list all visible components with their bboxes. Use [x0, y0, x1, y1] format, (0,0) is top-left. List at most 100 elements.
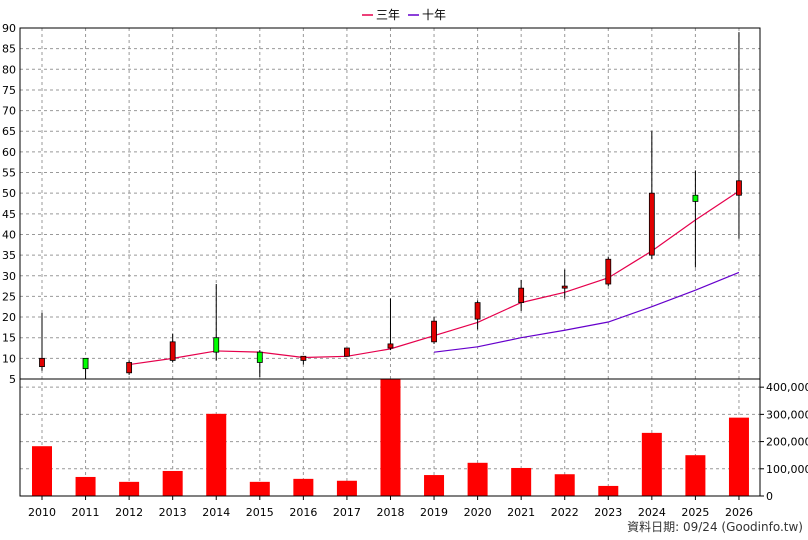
volume-bar	[685, 455, 706, 496]
volume-bar	[641, 432, 662, 496]
candle	[387, 298, 394, 351]
candle-body	[82, 357, 89, 370]
legend-label-3y: 三年	[376, 8, 400, 22]
x-tick-label: 2021	[507, 506, 535, 519]
price-tick-label: 75	[2, 84, 16, 97]
volume-bar	[380, 379, 401, 496]
volume-bar	[336, 480, 357, 496]
candle	[256, 350, 263, 377]
candle-body	[431, 320, 437, 343]
legend-label-10y: 十年	[422, 8, 446, 22]
price-tick-label: 35	[2, 249, 16, 262]
price-tick-label: 90	[2, 22, 16, 35]
volume-panel	[32, 379, 749, 496]
x-tick-label: 2018	[376, 506, 404, 519]
volume-bar	[206, 413, 227, 496]
candle-body	[169, 341, 176, 361]
candle	[213, 284, 220, 361]
candle-body	[300, 355, 307, 361]
candle-body	[126, 362, 133, 374]
x-tick-label: 2012	[115, 506, 143, 519]
candle-body	[256, 351, 263, 363]
candle-body	[344, 347, 350, 357]
volume-bar	[75, 476, 96, 496]
x-tick-label: 2020	[464, 506, 492, 519]
candle	[82, 357, 89, 379]
price-tick-label: 55	[2, 167, 16, 180]
x-tick-label: 2017	[333, 506, 361, 519]
x-tick-label: 2013	[159, 506, 187, 519]
x-tick-label: 2025	[681, 506, 709, 519]
price-tick-label: 25	[2, 290, 16, 303]
volume-bar	[467, 462, 488, 496]
candle-body	[387, 343, 394, 349]
candle	[169, 333, 176, 363]
price-tick-label: 40	[2, 228, 16, 241]
price-panel	[39, 32, 742, 379]
x-tick-label: 2010	[28, 506, 56, 519]
volume-bar	[119, 481, 140, 496]
volume-bar	[293, 478, 314, 496]
candle	[518, 279, 525, 311]
x-tick-label: 2026	[725, 506, 753, 519]
candle-body	[213, 337, 220, 353]
volume-bar	[511, 467, 532, 496]
price-tick-label: 65	[2, 125, 16, 138]
candle-body	[561, 285, 568, 289]
candle	[39, 312, 45, 371]
price-tick-label: 20	[2, 311, 16, 324]
x-tick-label: 2023	[594, 506, 622, 519]
price-tick-label: 30	[2, 270, 16, 283]
volume-bar	[249, 481, 270, 496]
volume-bar	[554, 474, 575, 496]
price-tick-label: 15	[2, 332, 16, 345]
candle	[300, 355, 307, 365]
price-tick-label: 60	[2, 146, 16, 159]
candle	[126, 360, 133, 375]
x-tick-label: 2022	[551, 506, 579, 519]
volume-bar	[598, 485, 619, 496]
candle	[431, 317, 437, 344]
candle	[605, 257, 612, 287]
candle	[344, 347, 350, 357]
ma-line	[433, 271, 740, 353]
x-tick-label: 2019	[420, 506, 448, 519]
volume-tick-label: 200,000	[766, 436, 808, 449]
candle-body	[692, 194, 699, 202]
candle	[474, 300, 481, 330]
volume-tick-label: 100,000	[766, 463, 808, 476]
x-tick-label: 2024	[638, 506, 666, 519]
volume-bar	[728, 417, 749, 496]
legend: 三年 十年	[362, 8, 446, 22]
candle-body	[605, 258, 612, 285]
candle-body	[736, 180, 742, 196]
volume-tick-label: 300,000	[766, 408, 808, 421]
price-tick-label: 45	[2, 208, 16, 221]
candle	[648, 131, 655, 260]
candle-body	[518, 287, 525, 304]
candle	[561, 269, 568, 299]
price-tick-label: 50	[2, 187, 16, 200]
x-tick-label: 2014	[202, 506, 230, 519]
candle-body	[39, 357, 45, 368]
volume-bar	[162, 470, 183, 496]
price-tick-label: 10	[2, 352, 16, 365]
source-footer: 資料日期: 09/24 (Goodinfo.tw)	[627, 520, 803, 534]
x-tick-label: 2011	[72, 506, 100, 519]
volume-bar	[32, 446, 52, 496]
candle	[692, 170, 699, 268]
volume-bar	[424, 475, 445, 496]
candle	[736, 32, 742, 239]
candle-body	[648, 192, 655, 256]
price-tick-label: 80	[2, 63, 16, 76]
price-tick-label: 5	[9, 373, 16, 386]
x-tick-label: 2015	[246, 506, 274, 519]
x-tick-label: 2016	[289, 506, 317, 519]
volume-tick-label: 400,000	[766, 381, 808, 394]
price-tick-label: 70	[2, 105, 16, 118]
price-tick-label: 85	[2, 43, 16, 56]
axes: 510152025303540455055606570758085900100,…	[2, 22, 808, 519]
volume-tick-label: 0	[766, 490, 773, 503]
candle-body	[474, 302, 481, 320]
